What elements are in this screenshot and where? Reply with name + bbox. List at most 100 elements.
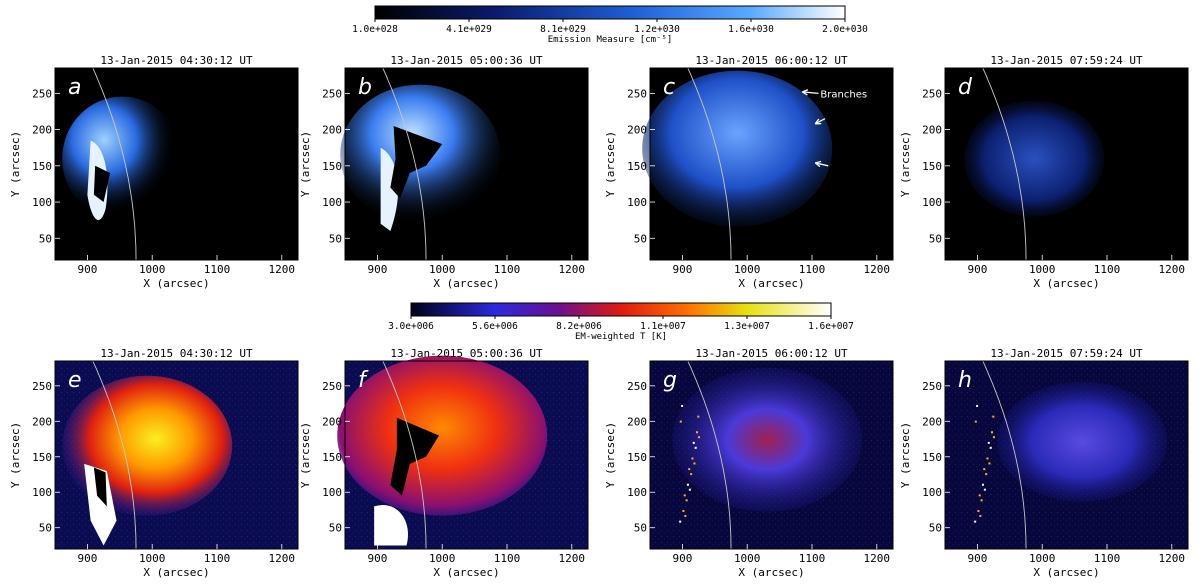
x-tick-label: 1100 <box>799 263 826 276</box>
emission-blob <box>642 70 833 227</box>
hot-speckle <box>981 483 984 486</box>
solar-limb-line <box>92 67 137 260</box>
y-tick-label: 250 <box>627 380 647 393</box>
solar-limb-line <box>382 67 427 260</box>
colorbar-title: EM-weighted T [K] <box>575 332 667 342</box>
x-tick-label: 1000 <box>1029 552 1056 565</box>
saturated-mask <box>93 467 107 507</box>
x-axis-label: X (arcsec) <box>143 566 209 579</box>
hot-speckle <box>989 446 992 449</box>
panel-title: 13-Jan-2015 07:59:24 UT <box>990 347 1143 360</box>
colorbar-tick-label: 1.0e+028 <box>352 24 398 35</box>
hot-speckle <box>992 415 995 418</box>
colorbar-tick-label: 4.1e+029 <box>446 24 492 35</box>
x-tick-label: 1200 <box>1159 263 1186 276</box>
x-tick-label: 1200 <box>559 263 586 276</box>
hot-speckle <box>983 488 986 491</box>
x-tick-label: 900 <box>77 263 97 276</box>
y-tick-label: 100 <box>627 486 647 499</box>
saturated-mask <box>390 417 439 496</box>
hot-speckle <box>978 494 981 497</box>
panel-letter: d <box>958 75 973 100</box>
x-tick-label: 900 <box>77 552 97 565</box>
y-axis-label: Y (arcsec) <box>9 422 22 488</box>
y-tick-label: 250 <box>32 87 52 100</box>
x-tick-label: 900 <box>367 263 387 276</box>
y-tick-label: 50 <box>929 522 942 535</box>
colorbar-temperature: 3.0e+006 5.6e+006 8.2e+006 1.1e+007 1.3e+007… <box>388 302 854 342</box>
x-tick-label: 1000 <box>429 263 456 276</box>
y-tick-label: 250 <box>32 380 52 393</box>
panel-frame <box>344 67 589 261</box>
colorbar-tick-label: 3.0e+006 <box>388 321 434 332</box>
panel-c: Branches 900 1000 1100 1200 50 100 150 200 250 X (… <box>604 54 894 290</box>
panel-f: 900 1000 1100 1200 50 100 150 200 250 X (arcsec) Y… <box>299 347 589 579</box>
hot-speckle <box>694 446 697 449</box>
x-tick-label: 1200 <box>559 552 586 565</box>
colorbar-tick-label: 1.2e+030 <box>634 24 680 35</box>
x-tick-label: 900 <box>967 263 987 276</box>
panel-title: 13-Jan-2015 06:00:12 UT <box>695 347 848 360</box>
hot-speckle <box>977 509 980 512</box>
panel-title: 13-Jan-2015 05:00:36 UT <box>390 54 543 67</box>
x-tick-label: 1100 <box>494 552 521 565</box>
y-tick-label: 150 <box>627 160 647 173</box>
panel-b: 900 1000 1100 1200 50 100 150 200 250 X (arcsec) Y… <box>299 54 589 290</box>
hot-speckle <box>991 431 994 434</box>
y-tick-label: 200 <box>627 415 647 428</box>
y-tick-label: 200 <box>322 124 342 137</box>
hot-speckle <box>976 404 979 407</box>
x-tick-label: 1100 <box>494 263 521 276</box>
y-tick-label: 150 <box>32 451 52 464</box>
panel-frame <box>944 360 1189 550</box>
hot-speckle <box>679 520 682 523</box>
panel-frame <box>944 67 1189 261</box>
annotation-arrowhead <box>814 118 822 125</box>
y-tick-label: 50 <box>329 232 342 245</box>
hot-speckle <box>692 441 695 444</box>
y-axis-label: Y (arcsec) <box>604 131 617 197</box>
saturated-mask <box>93 165 111 203</box>
x-tick-label: 1200 <box>269 263 296 276</box>
panel-letter: h <box>958 368 972 393</box>
y-tick-label: 50 <box>39 232 52 245</box>
x-tick-label: 1000 <box>139 263 166 276</box>
y-tick-label: 100 <box>32 486 52 499</box>
y-tick-label: 200 <box>922 415 942 428</box>
hot-speckle <box>983 468 986 471</box>
hot-speckle <box>986 457 989 460</box>
y-tick-label: 250 <box>322 380 342 393</box>
x-tick-label: 1000 <box>139 552 166 565</box>
y-tick-label: 200 <box>627 124 647 137</box>
panel-a: 900 1000 1100 1200 50 100 150 200 250 X (arcsec) Y… <box>9 54 299 290</box>
hot-speckle <box>974 520 977 523</box>
temperature-blob <box>997 381 1168 502</box>
y-tick-label: 150 <box>322 451 342 464</box>
y-tick-label: 150 <box>627 451 647 464</box>
colorbar-emission-measure: 1.0e+028 4.1e+029 8.1e+029 1.2e+030 1.6e+030… <box>352 5 868 45</box>
colorbar-tick-label: 2.0e+030 <box>822 24 868 35</box>
solar-limb-line <box>687 67 732 260</box>
bright-core <box>380 147 399 232</box>
colorbar-title: Emission Measure [cm⁻⁵] <box>548 35 673 45</box>
y-axis-label: Y (arcsec) <box>899 422 912 488</box>
hot-speckle <box>690 473 693 476</box>
annotation-arrowhead <box>814 160 822 168</box>
panel-letter: c <box>663 75 675 100</box>
panel-title: 13-Jan-2015 05:00:36 UT <box>390 347 543 360</box>
x-axis-label: X (arcsec) <box>1033 277 1099 290</box>
temperature-blob <box>337 355 548 516</box>
annotation-arrow <box>815 162 829 167</box>
y-tick-label: 200 <box>322 415 342 428</box>
y-tick-label: 100 <box>322 486 342 499</box>
x-axis-label: X (arcsec) <box>738 277 804 290</box>
y-tick-label: 100 <box>627 196 647 209</box>
x-axis-label: X (arcsec) <box>1033 566 1099 579</box>
x-tick-label: 1100 <box>1094 552 1121 565</box>
colorbar-tick-label: 8.2e+006 <box>556 321 602 332</box>
hot-speckle <box>681 404 684 407</box>
x-tick-label: 900 <box>672 552 692 565</box>
x-axis-label: X (arcsec) <box>433 566 499 579</box>
hot-speckle <box>979 514 982 517</box>
hot-speckle <box>688 468 691 471</box>
